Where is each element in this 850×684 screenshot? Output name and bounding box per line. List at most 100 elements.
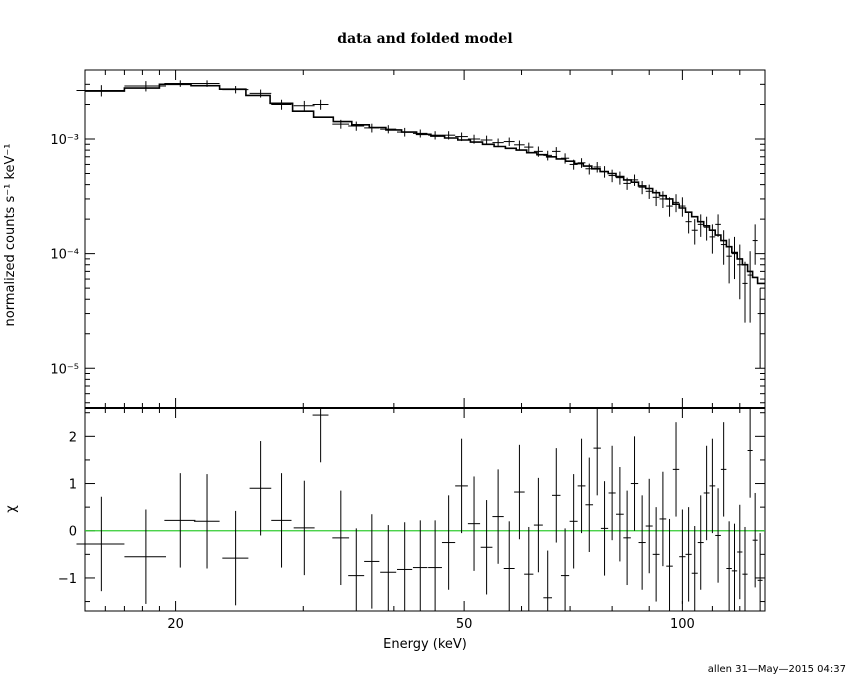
x-tick-label: 100 xyxy=(670,617,695,632)
residual-point xyxy=(348,528,365,611)
residual-point xyxy=(726,521,732,611)
data-point xyxy=(480,135,493,145)
top-panel: 10⁻³ 10⁻⁴ 10⁻⁵ xyxy=(50,69,766,409)
data-point xyxy=(737,244,743,300)
residual-point xyxy=(709,438,716,534)
data-point xyxy=(720,230,727,265)
residual-point xyxy=(552,448,561,543)
residual-point xyxy=(428,520,442,611)
residual-point xyxy=(514,444,525,540)
residual-point xyxy=(630,436,639,531)
data-point xyxy=(747,251,753,323)
residual-point xyxy=(271,473,292,568)
data-point xyxy=(164,80,196,87)
residual-point xyxy=(124,509,166,604)
residual-point xyxy=(747,408,753,498)
data-point xyxy=(312,99,329,110)
residual-point xyxy=(222,510,249,606)
data-point xyxy=(757,288,763,369)
residual-point xyxy=(720,422,727,517)
residual-point xyxy=(731,523,738,611)
residual-point xyxy=(652,507,660,602)
residual-point xyxy=(380,525,397,611)
data-point xyxy=(593,162,601,173)
residual-point xyxy=(577,438,586,534)
data-point xyxy=(380,125,397,134)
data-point xyxy=(616,171,624,185)
bottom-y-tick-label: −1 xyxy=(58,572,77,587)
residual-panel: 20 50 100 −1 0 1 2 xyxy=(58,407,766,632)
bottom-y-tick-label: 1 xyxy=(69,478,77,493)
data-point xyxy=(645,184,653,199)
data-point xyxy=(608,169,616,183)
residual-point xyxy=(715,488,721,583)
data-point xyxy=(524,142,534,153)
data-point xyxy=(193,80,220,87)
residual-point xyxy=(524,526,534,611)
residual-point xyxy=(593,408,601,496)
residual-point xyxy=(697,495,704,590)
data-point xyxy=(222,86,249,94)
data-point xyxy=(76,85,125,97)
data-point xyxy=(455,132,468,142)
residual-point xyxy=(679,509,686,604)
data-point xyxy=(666,197,673,217)
residual-point xyxy=(608,445,616,541)
residual-point xyxy=(645,478,653,574)
residual-point xyxy=(691,526,698,611)
residual-point xyxy=(396,522,413,611)
data-point xyxy=(623,177,631,190)
data-point xyxy=(752,224,758,265)
residual-point xyxy=(312,408,329,463)
data-point xyxy=(685,212,692,234)
residual-point xyxy=(293,480,315,576)
residual-point xyxy=(412,520,428,611)
x-axis-label: Energy (keV) xyxy=(383,637,467,652)
residual-point xyxy=(164,473,196,568)
data-point xyxy=(396,127,413,137)
residual-point xyxy=(569,474,578,569)
residual-point xyxy=(600,481,609,576)
data-point xyxy=(467,134,481,144)
data-point xyxy=(249,89,272,98)
residual-point xyxy=(742,526,748,611)
top-y-tick-label: 10⁻³ xyxy=(50,133,79,148)
chart-title: data and folded model xyxy=(337,31,512,47)
residual-point xyxy=(672,422,680,517)
data-point xyxy=(679,197,686,217)
bottom-y-tick-label: 2 xyxy=(69,430,77,445)
data-point xyxy=(585,163,594,175)
data-point xyxy=(124,81,166,92)
top-y-axis-label: normalized counts s⁻¹ keV⁻¹ xyxy=(3,144,18,327)
residual-point xyxy=(703,445,710,541)
residual-point xyxy=(752,492,758,588)
residual-point xyxy=(666,518,673,611)
data-point xyxy=(652,189,660,207)
bottom-y-tick-label: 0 xyxy=(69,525,77,540)
bottom-y-axis-label: χ xyxy=(4,505,19,513)
data-point xyxy=(364,123,380,133)
residual-point xyxy=(616,467,624,562)
data-point xyxy=(503,137,515,146)
data-point xyxy=(630,174,639,186)
residual-point xyxy=(685,507,692,602)
residual-point xyxy=(623,490,631,586)
residual-point xyxy=(757,533,763,611)
data-point xyxy=(293,100,315,112)
data-point xyxy=(533,146,543,157)
data-point xyxy=(672,194,680,213)
data-point xyxy=(271,99,292,110)
residual-point xyxy=(455,438,468,534)
residual-point xyxy=(364,514,380,609)
data-point xyxy=(543,150,553,161)
data-point xyxy=(560,153,570,164)
residual-point xyxy=(332,490,350,586)
data-point xyxy=(715,214,721,237)
data-point xyxy=(577,158,586,168)
footer-timestamp: allen 31—May—2015 04:37 xyxy=(708,664,846,675)
data-point xyxy=(428,131,442,140)
x-tick-label: 50 xyxy=(456,617,473,632)
residual-point xyxy=(638,495,646,590)
data-point xyxy=(726,238,732,284)
